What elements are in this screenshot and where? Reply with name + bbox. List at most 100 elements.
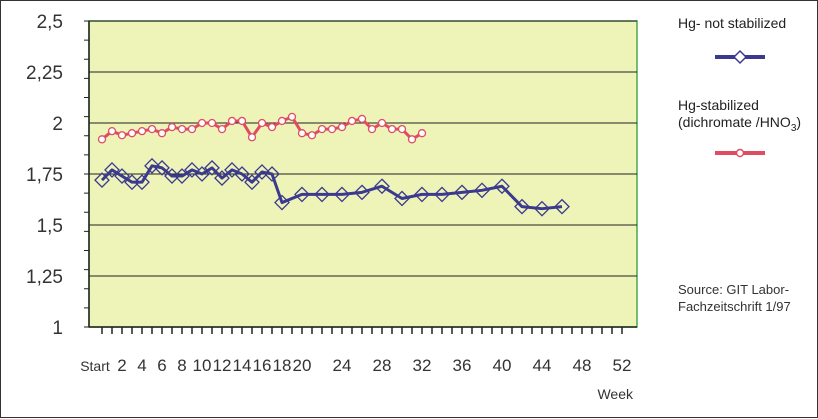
- legend-swatch-stabilized: [715, 148, 765, 158]
- data-point-circle: [127, 129, 137, 138]
- data-point-circle: [307, 131, 317, 140]
- legend-label-stabilized-line2-suffix: ): [796, 114, 802, 130]
- data-point-circle: [377, 118, 387, 128]
- data-point-diamond: [514, 198, 530, 215]
- x-tick-label: 16: [253, 356, 272, 375]
- x-tick-label: 32: [413, 356, 432, 375]
- data-point-circle: [287, 112, 297, 122]
- data-point-diamond: [474, 182, 490, 199]
- data-point-circle: [297, 129, 307, 138]
- data-point-diamond: [194, 166, 210, 182]
- data-point-diamond: [454, 184, 470, 201]
- data-point-circle: [97, 135, 107, 144]
- data-point-circle: [167, 122, 177, 132]
- data-point-diamond: [94, 172, 110, 189]
- data-point-diamond: [314, 186, 330, 203]
- data-point-diamond: [154, 159, 170, 176]
- data-point-circle: [347, 116, 357, 126]
- x-tick-label: 36: [453, 356, 472, 375]
- data-point-circle: [237, 116, 247, 126]
- data-point-circle: [277, 116, 287, 126]
- x-tick-label: 6: [157, 356, 166, 375]
- data-point-diamond: [214, 170, 230, 186]
- data-point-circle: [357, 114, 367, 124]
- data-point-circle: [217, 124, 227, 134]
- x-tick-label: 28: [373, 356, 392, 375]
- data-point-circle: [407, 135, 417, 144]
- x-tick-label: 8: [177, 356, 186, 375]
- x-axis-label: Week: [597, 386, 634, 402]
- data-point-diamond: [334, 186, 350, 203]
- x-tick-label: 24: [333, 356, 352, 375]
- x-tick-label: 2: [117, 356, 126, 375]
- data-point-diamond: [174, 168, 190, 184]
- data-point-diamond: [274, 194, 290, 211]
- data-point-circle: [177, 124, 187, 134]
- source-note: Source: GIT Labor- Fachzeitschrift 1/97: [678, 281, 791, 315]
- data-point-diamond: [104, 162, 120, 178]
- data-point-circle: [417, 129, 427, 138]
- data-point-diamond: [254, 164, 270, 180]
- data-point-diamond: [494, 178, 510, 195]
- data-point-circle: [117, 131, 127, 140]
- x-tick-label: 12: [213, 356, 232, 375]
- data-point-circle: [137, 127, 147, 136]
- y-tick-label: 1,75: [26, 165, 63, 186]
- data-point-circle: [227, 116, 237, 126]
- data-point-circle: [207, 118, 217, 128]
- data-point-diamond: [534, 200, 550, 217]
- data-point-diamond: [224, 162, 240, 178]
- data-point-circle: [247, 133, 257, 142]
- data-point-diamond: [554, 198, 570, 215]
- data-point-diamond: [374, 178, 390, 195]
- x-tick-label: Start: [80, 358, 110, 374]
- data-point-circle: [327, 124, 337, 134]
- data-point-circle: [157, 129, 167, 138]
- data-point-circle: [107, 127, 117, 136]
- legend-label-stabilized-line1: Hg-stabilized: [678, 97, 759, 113]
- data-point-diamond: [434, 186, 450, 203]
- data-point-circle: [187, 124, 197, 134]
- data-point-circle: [267, 122, 277, 132]
- source-line-2: Fachzeitschrift 1/97: [678, 299, 791, 314]
- x-tick-label: 14: [233, 356, 252, 375]
- data-point-diamond: [294, 186, 310, 203]
- data-point-diamond: [394, 190, 410, 207]
- data-point-diamond: [414, 186, 430, 203]
- x-tick-label: 20: [293, 356, 312, 375]
- legend-label-stabilized-line2: (dichromate /HNO3): [678, 114, 801, 137]
- y-tick-label: 1,5: [37, 216, 63, 237]
- legend-label-stabilized-line2-prefix: (dichromate /HNO: [678, 114, 791, 130]
- x-tick-label: 40: [493, 356, 512, 375]
- data-point-circle: [397, 124, 407, 134]
- legend-label-stabilized: Hg-stabilized (dichromate /HNO3): [678, 97, 801, 137]
- y-tick-label: 1,25: [26, 267, 63, 288]
- data-point-diamond: [244, 174, 260, 191]
- data-point-circle: [317, 124, 327, 134]
- source-line-1: Source: GIT Labor-: [678, 282, 790, 297]
- y-tick-label: 2,25: [26, 63, 63, 84]
- data-point-diamond: [234, 166, 250, 182]
- x-tick-label: 44: [533, 356, 552, 375]
- data-point-diamond: [114, 168, 130, 184]
- y-tick-label: 2,5: [37, 12, 63, 33]
- x-tick-label: 52: [613, 356, 632, 375]
- legend-label-stabilized-subscript: 3: [790, 122, 797, 134]
- data-point-circle: [367, 124, 377, 134]
- data-point-diamond: [204, 159, 220, 176]
- y-tick-label: 1: [52, 318, 63, 339]
- x-tick-label: 18: [273, 356, 292, 375]
- data-point-diamond: [134, 174, 150, 191]
- data-point-diamond: [264, 166, 280, 182]
- data-point-circle: [337, 122, 347, 132]
- legend-label-not-stabilized: Hg- not stabilized: [678, 15, 787, 31]
- x-tick-label: 4: [137, 356, 146, 375]
- x-tick-label: 48: [573, 356, 592, 375]
- data-point-circle: [257, 118, 267, 128]
- data-point-diamond: [144, 157, 160, 174]
- data-point-circle: [147, 124, 157, 134]
- data-point-diamond: [184, 162, 200, 178]
- data-point-circle: [387, 124, 397, 134]
